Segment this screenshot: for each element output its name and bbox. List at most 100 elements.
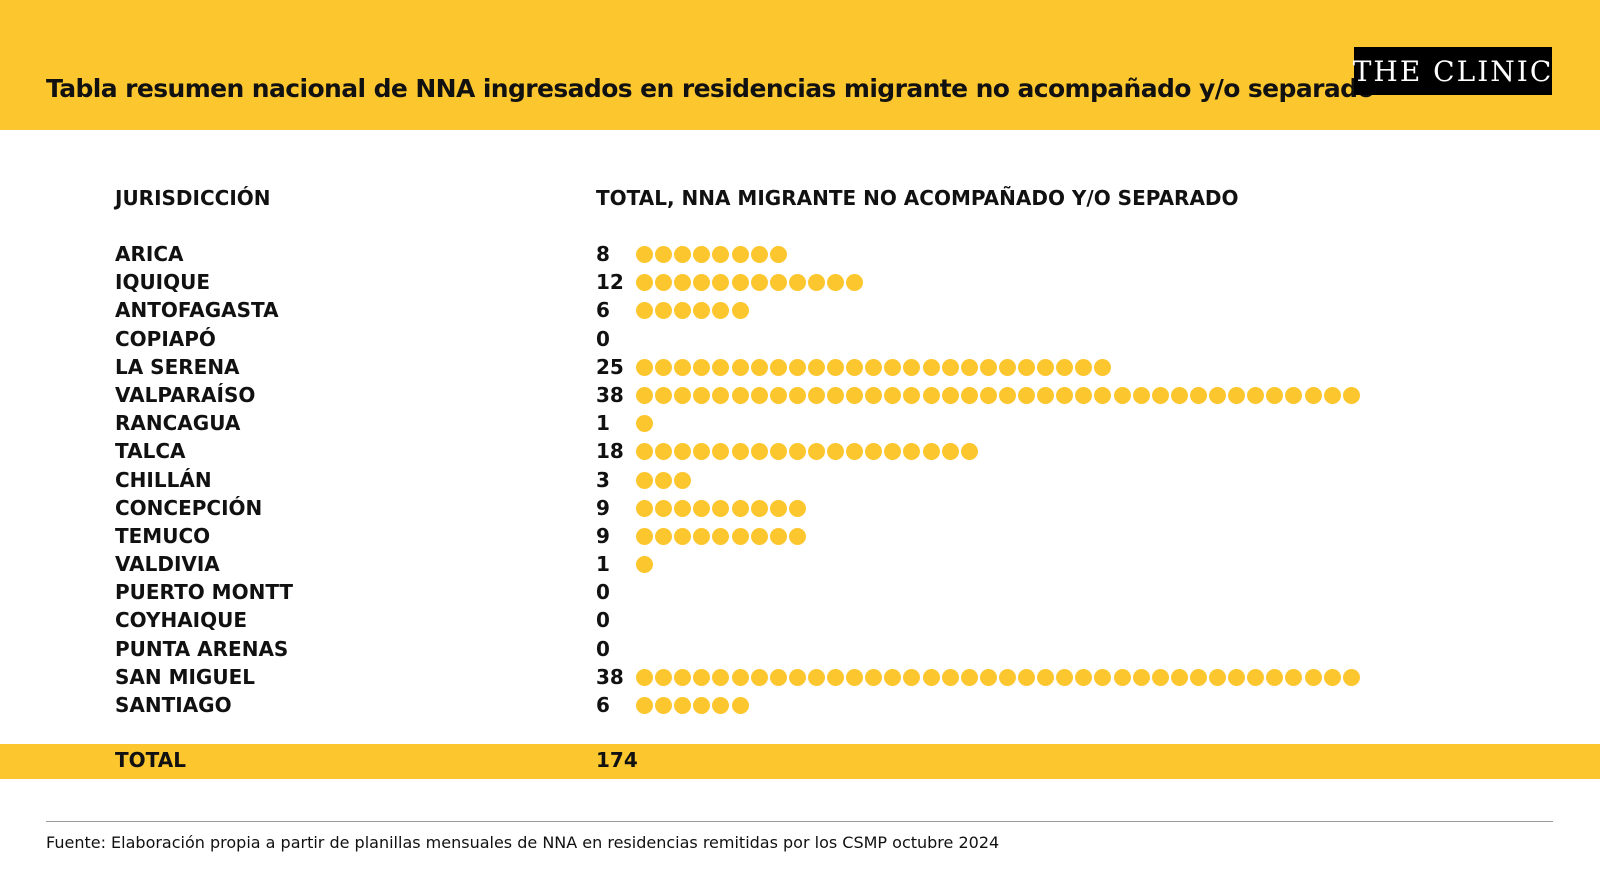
- unit-dot: [1056, 358, 1074, 376]
- unit-dot: [636, 499, 653, 517]
- unit-dot: [884, 358, 902, 376]
- header-band: Tabla resumen nacional de NNA ingresados…: [0, 0, 1600, 130]
- unit-dot: [807, 358, 825, 376]
- unit-dot: [865, 386, 883, 404]
- unit-dot: [788, 274, 806, 292]
- unit-dot: [636, 415, 653, 433]
- unit-dot: [636, 443, 653, 461]
- unit-dot: [655, 274, 673, 292]
- unit-dot: [1056, 386, 1074, 404]
- table-row: CHILLÁN 3: [0, 466, 1600, 494]
- unit-dot: [1209, 668, 1226, 686]
- jurisdiction-value: 3: [596, 467, 610, 492]
- unit-dot: [827, 358, 844, 376]
- table-row: COPIAPÓ 0: [0, 325, 1600, 353]
- total-label: TOTAL: [115, 748, 186, 772]
- table-row: VALPARAÍSO 38: [0, 381, 1600, 409]
- unit-dot: [1037, 358, 1055, 376]
- unit-dot: [1094, 358, 1112, 376]
- unit-dot: [769, 527, 787, 545]
- unit-dot: [788, 499, 806, 517]
- unit-dot: [807, 274, 825, 292]
- jurisdiction-name: RANCAGUA: [115, 411, 241, 436]
- unit-dot: [712, 358, 730, 376]
- unit-dot: [693, 443, 711, 461]
- unit-dot: [674, 246, 692, 263]
- unit-dot: [1342, 386, 1360, 404]
- unit-dot: [903, 358, 921, 376]
- table-row: TEMUCO 9: [0, 522, 1600, 550]
- unit-dot: [960, 443, 978, 461]
- table-row: SANTIAGO 6: [0, 691, 1600, 719]
- unit-dot: [693, 527, 711, 545]
- unit-dot: [960, 358, 978, 376]
- unit-dot: [750, 274, 768, 292]
- unit-dot: [655, 302, 673, 320]
- unit-dot: [655, 697, 673, 714]
- unit-dot: [674, 443, 692, 461]
- unit-dot: [1285, 386, 1303, 404]
- jurisdiction-name: PUERTO MONTT: [115, 580, 294, 605]
- unit-dot: [731, 443, 749, 461]
- unit-dot: [655, 443, 673, 461]
- jurisdiction-value: 1: [596, 552, 610, 577]
- unit-dot: [693, 246, 711, 263]
- unit-dot: [674, 358, 692, 376]
- unit-dot: [941, 386, 959, 404]
- unit-dot: [655, 246, 673, 263]
- unit-dot: [1113, 386, 1131, 404]
- unit-dot: [979, 386, 997, 404]
- unit-dot: [636, 386, 653, 404]
- unit-dot: [1151, 668, 1169, 686]
- footer-divider: [46, 821, 1553, 822]
- unit-dot: [636, 246, 653, 263]
- jurisdiction-value: 9: [596, 523, 610, 548]
- unit-dot: [788, 443, 806, 461]
- table-row: ARICA 8: [0, 240, 1600, 268]
- unit-dot: [1018, 358, 1035, 376]
- jurisdiction-value: 0: [596, 580, 610, 605]
- unit-dot: [655, 358, 673, 376]
- unit-dot: [731, 246, 749, 263]
- unit-dot: [846, 443, 864, 461]
- jurisdiction-name: ANTOFAGASTA: [115, 298, 279, 323]
- unit-dot: [884, 386, 902, 404]
- unit-dot: [807, 668, 825, 686]
- unit-dot: [769, 358, 787, 376]
- unit-dot: [1018, 386, 1035, 404]
- jurisdiction-value: 6: [596, 298, 610, 323]
- unit-dot: [693, 697, 711, 714]
- unit-dot: [636, 358, 653, 376]
- unit-dot: [636, 668, 653, 686]
- unit-dot: [731, 668, 749, 686]
- unit-dot: [1304, 386, 1322, 404]
- jurisdiction-name: VALDIVIA: [115, 552, 220, 577]
- unit-dot: [1037, 386, 1055, 404]
- jurisdiction-value: 12: [596, 270, 624, 295]
- unit-dot: [674, 471, 692, 489]
- unit-dot: [827, 443, 844, 461]
- unit-dot: [1075, 386, 1093, 404]
- jurisdiction-name: VALPARAÍSO: [115, 382, 256, 407]
- unit-dot: [1170, 386, 1188, 404]
- unit-dot: [1189, 668, 1207, 686]
- table-row: TALCA 18: [0, 437, 1600, 465]
- unit-dot: [846, 274, 864, 292]
- unit-dot: [731, 302, 749, 320]
- unit-dot: [1209, 386, 1226, 404]
- table-row: COYHAIQUE 0: [0, 606, 1600, 634]
- unit-dot: [750, 386, 768, 404]
- unit-dot: [769, 386, 787, 404]
- unit-dot: [693, 358, 711, 376]
- unit-dot: [1323, 668, 1341, 686]
- table-row: PUERTO MONTT 0: [0, 578, 1600, 606]
- unit-dot: [960, 386, 978, 404]
- unit-dot: [750, 443, 768, 461]
- jurisdiction-name: SANTIAGO: [115, 693, 232, 717]
- unit-dot: [731, 527, 749, 545]
- data-rows: ARICA 8 IQUIQUE 12 ANTOFAGASTA 6 COPIAPÓ 0 LA SE…: [0, 240, 1600, 719]
- jurisdiction-value: 0: [596, 608, 610, 633]
- unit-dot: [788, 527, 806, 545]
- unit-dot: [979, 358, 997, 376]
- jurisdiction-name: TEMUCO: [115, 523, 211, 548]
